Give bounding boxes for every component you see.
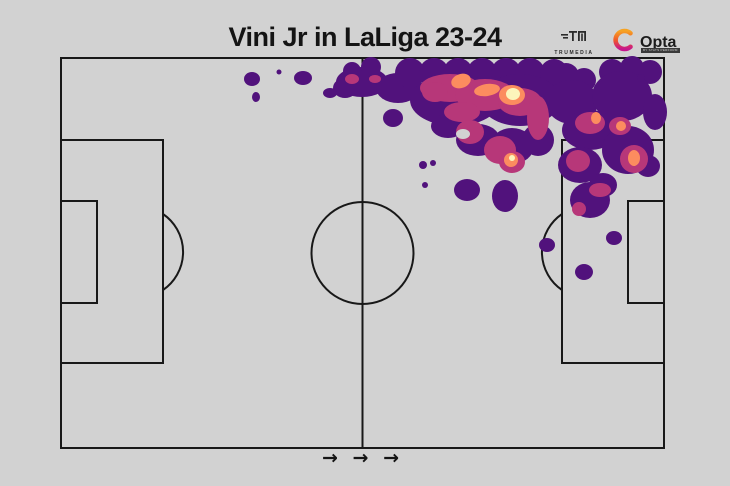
opta-sublabel: BY STATS PERFORM — [641, 48, 680, 53]
penalty-arc-right — [540, 213, 563, 291]
trumedia-logo: TRUMEDIA — [545, 27, 603, 56]
heat-layer-high — [451, 73, 640, 167]
goal-box-left — [60, 200, 98, 304]
opta-ring-icon — [611, 27, 637, 58]
heat-layer-peak — [506, 88, 520, 161]
trumedia-label: TRUMEDIA — [554, 50, 594, 56]
opta-logo: Opta BY STATS PERFORM — [611, 27, 680, 58]
center-circle — [310, 201, 415, 305]
attack-direction-arrows: → → → — [322, 447, 403, 469]
penalty-box-left — [60, 139, 164, 364]
branding-logos: TRUMEDIA Opta BY STATS PERFORM — [545, 27, 685, 59]
heat-hole — [456, 129, 470, 139]
goal-box-right — [627, 200, 665, 304]
opta-label: Opta — [640, 33, 677, 51]
page-title: Vini Jr in LaLiga 23-24 — [228, 22, 502, 52]
trumedia-mark-icon — [561, 30, 587, 48]
penalty-arc-left — [162, 213, 185, 291]
